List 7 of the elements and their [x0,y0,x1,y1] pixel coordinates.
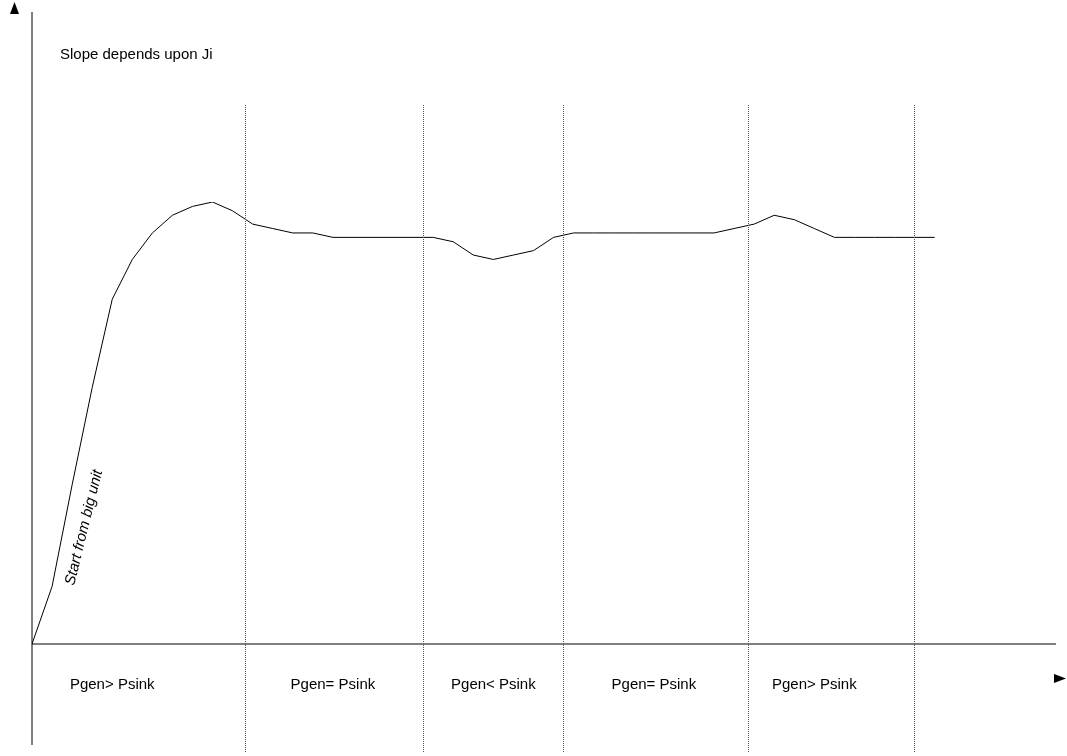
x-tick-label: Pgen< Psink [451,675,537,693]
x-tick-label: Pgen= Psink [611,675,697,693]
x-tick-label: Pgen> Psink [772,675,858,693]
x-tick-label: Pgen> Psink [69,675,156,693]
annotation: Start from big unit [60,467,106,587]
x-tick-label: Pgen= Psink [290,675,376,693]
text: Slope depends upon Ji [60,45,213,63]
